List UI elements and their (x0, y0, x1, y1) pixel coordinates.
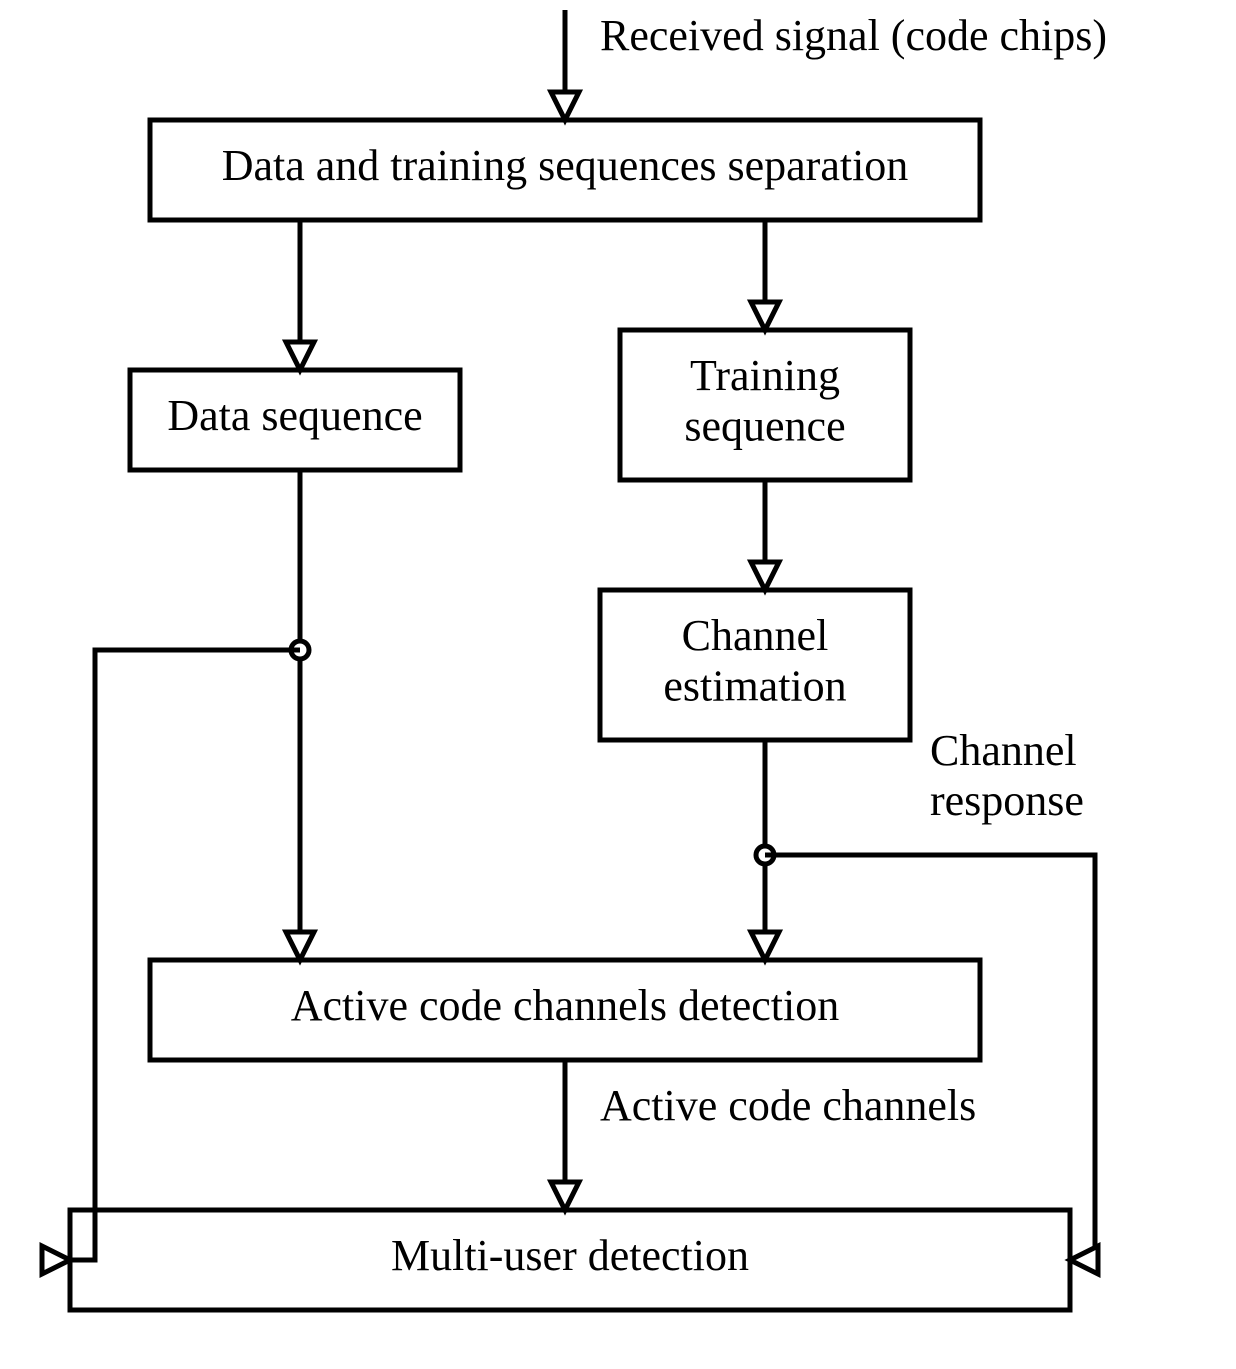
node-separation-label: Data and training sequences separation (222, 141, 909, 190)
arrowhead (286, 932, 314, 960)
label-ch_resp2: response (930, 776, 1084, 825)
label-received: Received signal (code chips) (600, 11, 1107, 60)
arrowhead (751, 932, 779, 960)
edge-data_branch_to_mud (42, 650, 300, 1260)
node-channel_est-label: estimation (663, 661, 846, 710)
arrowhead (751, 302, 779, 330)
node-training_seq-label: Training (690, 351, 840, 400)
arrowhead (1070, 1246, 1098, 1274)
label-ch_resp1: Channel (930, 726, 1077, 775)
node-channel_est-label: Channel (682, 611, 829, 660)
node-active_det-label: Active code channels detection (291, 981, 840, 1030)
arrowhead (42, 1246, 70, 1274)
node-data_seq-label: Data sequence (167, 391, 422, 440)
arrowhead (551, 1182, 579, 1210)
arrowhead (286, 342, 314, 370)
arrowhead (551, 92, 579, 120)
arrowhead (751, 562, 779, 590)
label-active_ch: Active code channels (600, 1081, 976, 1130)
node-mud-label: Multi-user detection (391, 1231, 749, 1280)
node-training_seq-label: sequence (684, 401, 845, 450)
